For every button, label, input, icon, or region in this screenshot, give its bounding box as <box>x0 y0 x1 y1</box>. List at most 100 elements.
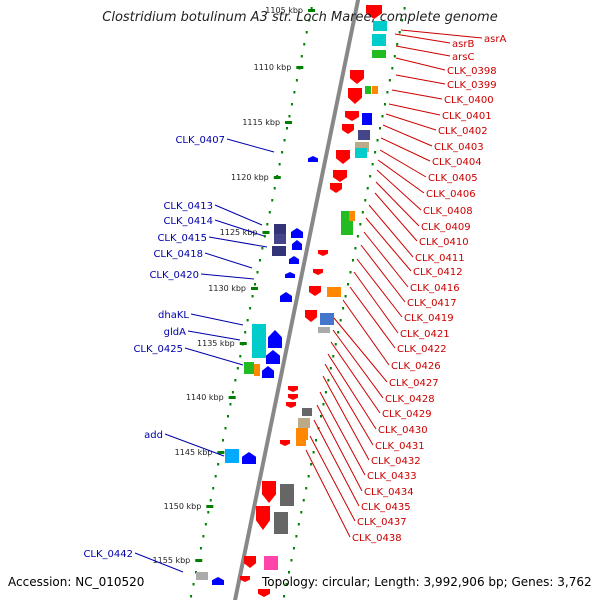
inner-dotted-track <box>300 55 303 58</box>
forward-gene-label[interactable]: CLK_0412 <box>413 267 463 278</box>
reverse-gene-label[interactable]: gldA <box>164 327 186 338</box>
forward-gene-label[interactable]: CLK_0399 <box>447 80 497 91</box>
forward-gene-label[interactable]: CLK_0430 <box>378 425 428 436</box>
forward-label-connector <box>368 204 414 258</box>
forward-gene-label[interactable]: CLK_0419 <box>404 313 454 324</box>
forward-gene-label[interactable]: CLK_0429 <box>382 409 432 420</box>
forward-gene-label[interactable]: CLK_0416 <box>410 283 460 294</box>
forward-label-connector <box>319 391 366 476</box>
reverse-gene-label[interactable]: CLK_0442 <box>83 549 133 560</box>
inner-dotted-track <box>288 115 291 118</box>
forward-gene-label[interactable]: CLK_0434 <box>364 487 414 498</box>
forward-gene-block <box>327 287 341 297</box>
inner-dotted-track <box>212 487 215 490</box>
outer-dotted-track <box>307 475 310 478</box>
forward-gene-label[interactable]: CLK_0400 <box>444 95 494 106</box>
forward-label-connector <box>365 217 412 272</box>
inner-dotted-track <box>244 331 247 334</box>
reverse-gene-block <box>254 364 260 376</box>
inner-dotted-track <box>207 511 210 514</box>
forward-gene-label[interactable]: CLK_0422 <box>397 344 447 355</box>
tick-track: 1105 kbp 1110 kbp 1115 kbp 1120 kbp 1125 kbp… <box>153 6 406 598</box>
forward-gene-label[interactable]: asrB <box>452 39 474 50</box>
forward-gene-label[interactable]: CLK_0437 <box>357 517 407 528</box>
inner-dotted-track <box>214 475 217 478</box>
scale-tick-mark <box>262 231 270 234</box>
forward-gene-label[interactable]: CLK_0410 <box>419 237 469 248</box>
outer-dotted-track <box>393 55 396 58</box>
outer-dotted-track <box>356 235 359 238</box>
forward-gene-label[interactable]: CLK_0417 <box>407 298 457 309</box>
forward-gene-label[interactable]: CLK_0427 <box>389 378 439 389</box>
reverse-gene-label[interactable]: CLK_0407 <box>175 135 225 146</box>
forward-gene-label[interactable]: asrA <box>484 34 506 45</box>
inner-dotted-track <box>202 535 205 538</box>
reverse-gene-arrow <box>266 350 280 364</box>
reverse-gene-label[interactable]: CLK_0425 <box>133 344 183 355</box>
forward-gene-label[interactable]: CLK_0402 <box>438 126 488 137</box>
reverse-gene-label[interactable]: CLK_0418 <box>153 249 203 260</box>
reverse-gene-label[interactable]: dhaKL <box>158 310 189 321</box>
outer-dotted-track <box>285 583 288 586</box>
scale-tick-mark <box>285 121 293 124</box>
reverse-gene-block <box>272 246 286 256</box>
forward-label-connector <box>327 353 377 430</box>
forward-gene-label[interactable]: CLK_0438 <box>352 533 402 544</box>
forward-gene-label[interactable]: CLK_0408 <box>423 206 473 217</box>
reverse-label-connector <box>187 330 241 341</box>
forward-label-connector <box>400 29 483 39</box>
reverse-gene-label[interactable]: CLK_0420 <box>149 270 199 281</box>
forward-gene-label[interactable]: CLK_0426 <box>391 361 441 372</box>
forward-gene-block <box>302 408 312 416</box>
forward-gene-label[interactable]: CLK_0409 <box>421 222 471 233</box>
outer-dotted-track <box>366 187 369 190</box>
forward-gene-label[interactable]: CLK_0433 <box>367 471 417 482</box>
outer-dotted-track <box>379 127 382 130</box>
outer-dotted-track <box>383 103 386 106</box>
forward-gene-block <box>362 113 372 125</box>
forward-gene-label[interactable]: CLK_0428 <box>385 394 435 405</box>
scale-tick-label: 1130 kbp <box>208 284 246 293</box>
forward-gene-label[interactable]: CLK_0431 <box>375 441 425 452</box>
scale-tick-mark <box>206 505 214 508</box>
forward-gene-label[interactable]: CLK_0432 <box>371 456 421 467</box>
outer-dotted-track <box>351 259 354 262</box>
forward-gene-label[interactable]: CLK_0405 <box>428 173 478 184</box>
inner-dotted-track <box>222 439 225 442</box>
scale-tick-label: 1135 kbp <box>197 339 235 348</box>
reverse-label-connector <box>214 204 263 226</box>
forward-gene-block <box>372 50 386 58</box>
forward-label-connector <box>377 159 425 194</box>
outer-dotted-track <box>300 511 303 514</box>
outer-dotted-track <box>391 67 394 70</box>
forward-gene-block <box>355 148 367 158</box>
reverse-gene-label[interactable]: CLK_0414 <box>163 216 213 227</box>
forward-gene-arrow <box>350 70 364 84</box>
forward-gene-label[interactable]: CLK_0421 <box>400 329 450 340</box>
inner-dotted-track <box>256 271 259 274</box>
reverse-gene-label[interactable]: add <box>144 430 163 441</box>
inner-dotted-track <box>234 379 237 382</box>
reverse-gene-label[interactable]: CLK_0415 <box>157 233 207 244</box>
forward-label-connector <box>356 258 403 318</box>
inner-dotted-track <box>305 31 308 34</box>
forward-gene-label[interactable]: CLK_0406 <box>426 189 476 200</box>
reverse-gene-label[interactable]: CLK_0413 <box>163 201 213 212</box>
forward-gene-label[interactable]: CLK_0401 <box>442 111 492 122</box>
forward-gene-label[interactable]: CLK_0403 <box>434 142 484 153</box>
forward-gene-label[interactable]: arsC <box>452 52 474 63</box>
forward-gene-label[interactable]: CLK_0404 <box>432 157 482 168</box>
outer-dotted-track <box>339 319 342 322</box>
inner-dotted-track <box>239 355 242 358</box>
outer-dotted-track <box>315 439 318 442</box>
inner-dotted-track <box>209 499 212 502</box>
forward-gene-block <box>355 142 369 152</box>
forward-gene-label[interactable]: CLK_0411 <box>415 253 465 264</box>
forward-gene-label[interactable]: CLK_0398 <box>447 66 497 77</box>
inner-dotted-track <box>286 127 289 130</box>
topology-summary: Topology: circular; Length: 3,992,906 bp… <box>262 575 592 589</box>
scale-tick-label: 1145 kbp <box>175 448 213 457</box>
forward-gene-label[interactable]: CLK_0435 <box>361 502 411 513</box>
forward-label-connector <box>376 169 422 211</box>
